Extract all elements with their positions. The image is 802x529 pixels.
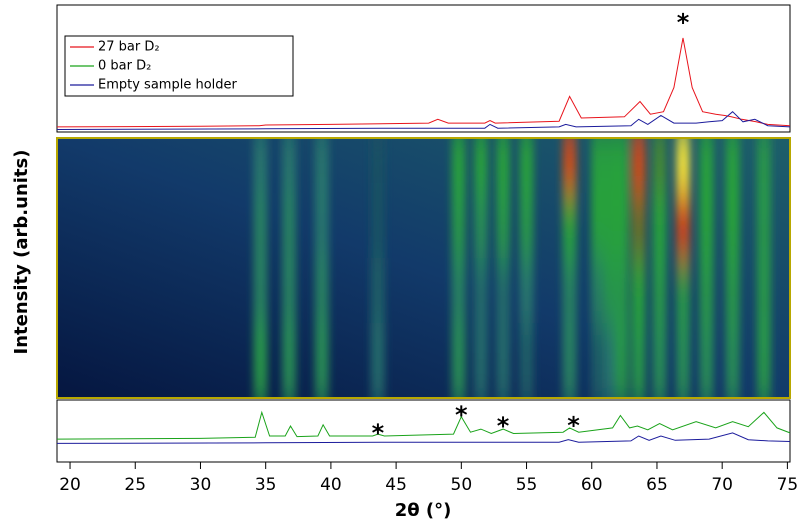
heatmap-cell [496, 193, 511, 278]
heatmap-cell [699, 323, 714, 398]
heatmap-cell [631, 323, 646, 398]
heatmap-cell [496, 323, 511, 398]
annotation: * [567, 411, 580, 439]
heatmap-cell [725, 323, 740, 398]
heatmap-cell [756, 193, 771, 278]
legend-box [64, 35, 294, 97]
annotation: * [497, 412, 510, 440]
x-tick-label: 35 [255, 475, 277, 495]
heatmap-cell [314, 323, 329, 398]
heatmap-cell [282, 258, 297, 343]
heatmap-cell [591, 258, 606, 343]
heatmap-cell [614, 323, 629, 398]
heatmap-cell [473, 258, 488, 343]
series-line [56, 432, 791, 444]
x-tick-label: 65 [646, 475, 668, 495]
heatmap-cell [699, 193, 714, 278]
heatmap-cell [591, 193, 606, 278]
heatmap-cell [699, 258, 714, 343]
x-tick-label: 70 [711, 475, 733, 495]
heatmap-background [57, 138, 790, 398]
bottom-panel-frame [56, 399, 791, 463]
heatmap-cell [725, 193, 740, 278]
heatmap-cell [652, 258, 667, 343]
heatmap-cell [314, 258, 329, 343]
legend-label: 27 bar D₂ [98, 40, 160, 55]
heatmap-cell [282, 323, 297, 398]
heatmap [253, 138, 771, 398]
x-tick-label: 60 [581, 475, 603, 495]
heatmap-cell [591, 323, 606, 398]
heatmap-cell [451, 258, 466, 343]
heatmap-cell [756, 258, 771, 343]
legend-label: Empty sample holder [98, 78, 238, 93]
heatmap-cell [614, 258, 629, 343]
heatmap-cell [631, 258, 646, 343]
heatmap-cell [451, 193, 466, 278]
x-tick-label: 40 [320, 475, 342, 495]
annotation: * [677, 9, 690, 37]
heatmap-cell [652, 323, 667, 398]
heatmap-frame [56, 137, 791, 399]
x-tick-label: 55 [516, 475, 538, 495]
x-tick-label: 50 [451, 475, 473, 495]
heatmap-cell [370, 258, 385, 343]
heatmap-cell [519, 258, 534, 343]
annotation: * [455, 401, 468, 429]
heatmap-cell [725, 258, 740, 343]
heatmap-cell [451, 323, 466, 398]
heatmap-cell [496, 258, 511, 343]
heatmap-cell [370, 323, 385, 398]
heatmap-cell [756, 323, 771, 398]
heatmap-cell [614, 193, 629, 278]
series-line [56, 111, 791, 130]
heatmap-cell [519, 193, 534, 278]
annotation: * [372, 419, 385, 447]
x-tick-label: 20 [59, 475, 81, 495]
heatmap-cell [519, 323, 534, 398]
top-panel-frame [56, 4, 791, 133]
y-axis-title: Intensity (arb.units) [11, 150, 32, 355]
x-tick-label: 25 [124, 475, 146, 495]
heatmap-cell [676, 258, 691, 343]
heatmap-cell [676, 323, 691, 398]
heatmap-cells [253, 138, 771, 398]
legend-label: 0 bar D₂ [98, 59, 151, 74]
heatmap-cell [473, 323, 488, 398]
heatmap-cell [253, 193, 268, 278]
x-tick-label: 75 [777, 475, 799, 495]
heatmap-cell [562, 258, 577, 343]
heatmap-cell [253, 323, 268, 398]
heatmap-cell [676, 193, 691, 278]
x-axis-title: 2θ (°) [395, 500, 452, 521]
x-tick-label: 30 [190, 475, 212, 495]
heatmap-cell [282, 193, 297, 278]
series-line [56, 410, 791, 440]
heatmap-cell [562, 193, 577, 278]
heatmap-cell [253, 258, 268, 343]
heatmap-cell [562, 323, 577, 398]
heatmap-cell [652, 193, 667, 278]
heatmap-cell [370, 193, 385, 278]
heatmap-cell [631, 193, 646, 278]
x-tick-label: 45 [385, 475, 407, 495]
heatmap-cell [314, 193, 329, 278]
heatmap-cell [473, 193, 488, 278]
